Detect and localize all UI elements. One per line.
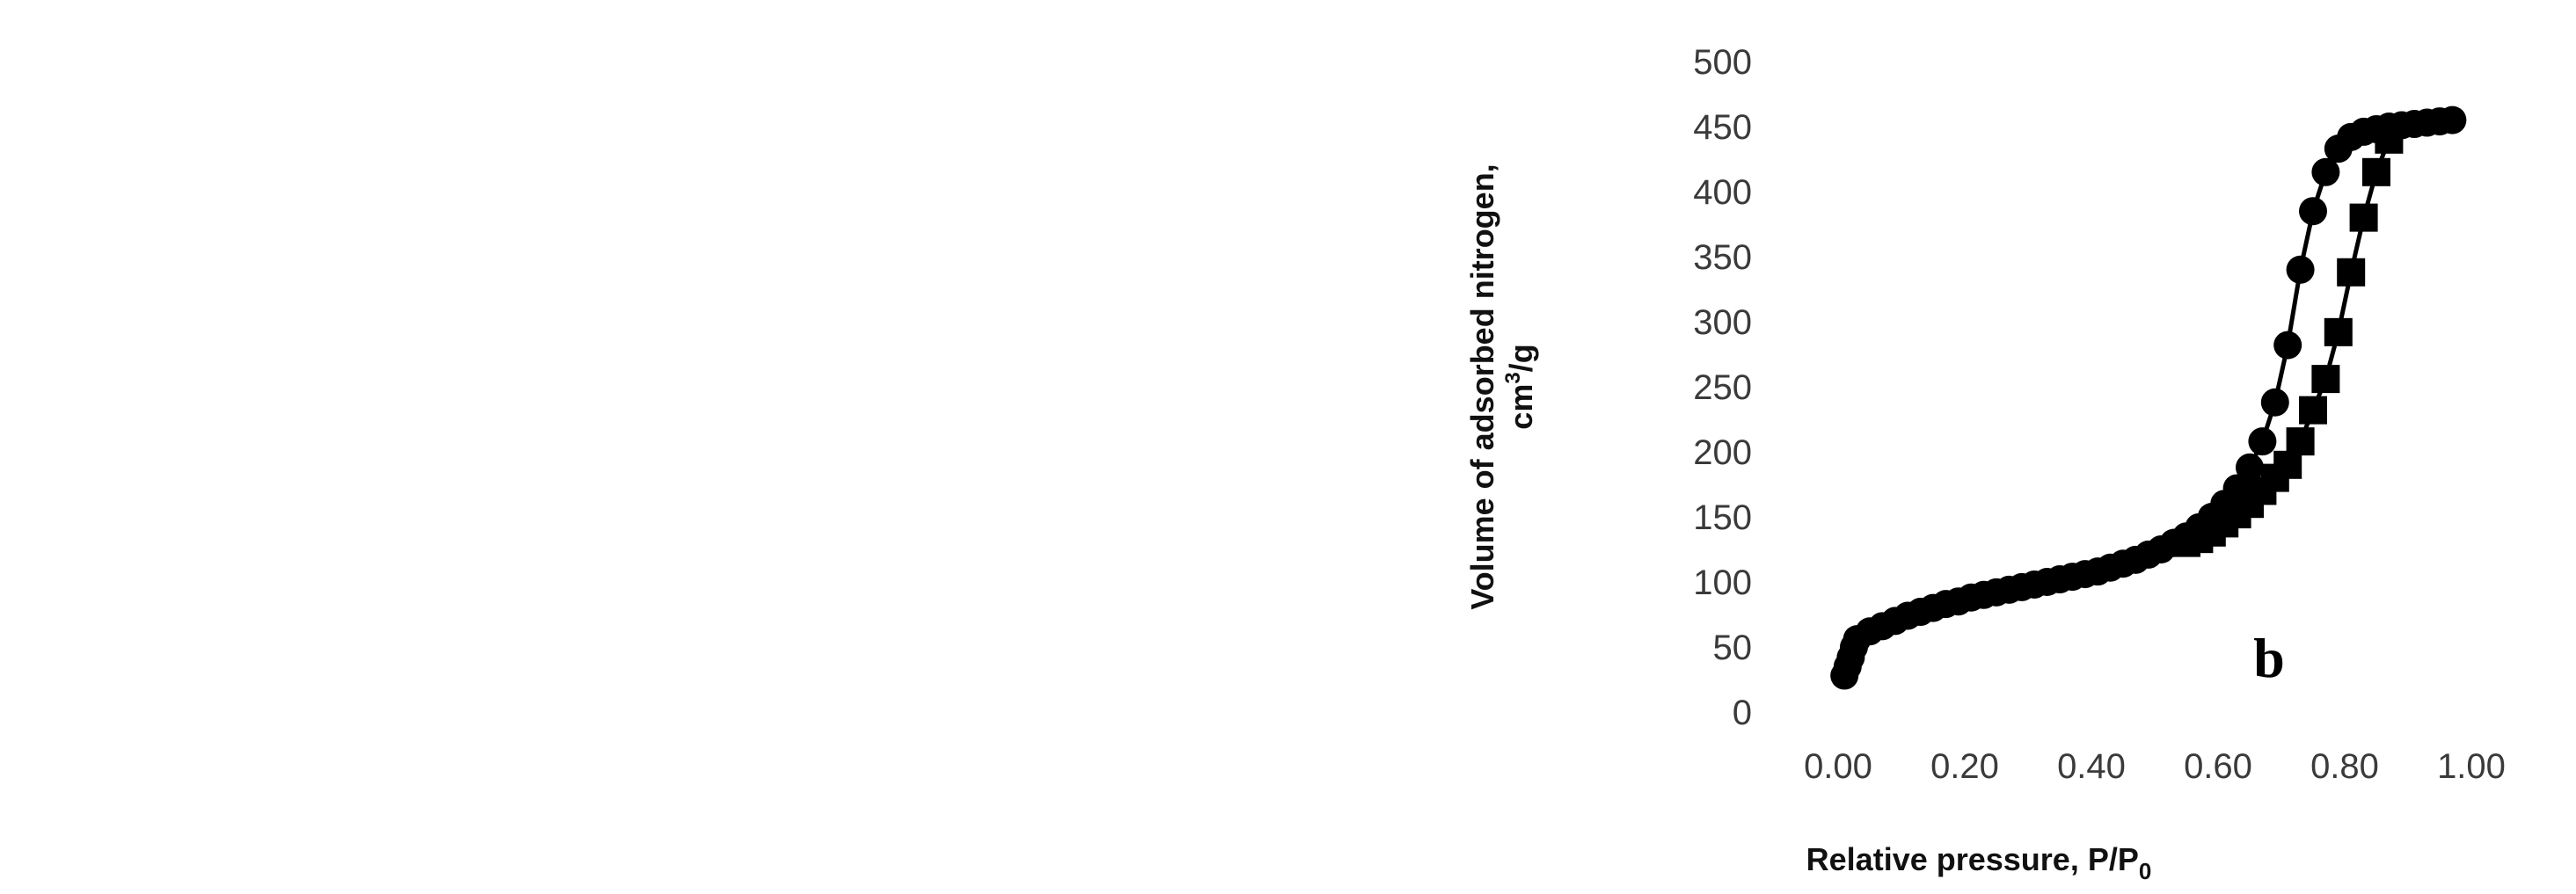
y-axis-title-line: Volume of adsorbed nitrogen, bbox=[1464, 164, 1500, 609]
x-axis-title-main: Relative pressure, P/P bbox=[1806, 841, 2139, 877]
y-tick-label: 200 bbox=[1693, 433, 1752, 472]
y-axis-title-line: cm3/g bbox=[1501, 344, 1539, 429]
data-point-circle bbox=[2438, 105, 2467, 134]
y-tick-label: 50 bbox=[1713, 629, 1753, 667]
data-point-circle bbox=[2236, 453, 2264, 482]
x-axis-title-subscript: 0 bbox=[2139, 858, 2151, 884]
data-point-circle bbox=[2286, 255, 2315, 284]
data-point-circle bbox=[2248, 427, 2277, 456]
y-axis-title-tail: /g bbox=[1503, 344, 1539, 372]
x-axis-title: Relative pressure, P/P0 bbox=[1806, 841, 2152, 884]
data-point-square bbox=[2375, 125, 2404, 154]
y-axis-title-text: Volume of adsorbed nitrogen, bbox=[1464, 164, 1500, 609]
series-line-circle bbox=[1842, 118, 2453, 677]
y-axis-title-superscript: 3 bbox=[1501, 372, 1525, 383]
data-point-square bbox=[2324, 317, 2353, 346]
y-tick-label: 150 bbox=[1693, 498, 1752, 537]
x-tick-label: 1.00 bbox=[2437, 747, 2506, 786]
y-tick-label: 100 bbox=[1693, 563, 1752, 602]
data-point-square bbox=[2362, 157, 2390, 186]
data-point-square bbox=[2311, 365, 2340, 394]
y-tick-label: 300 bbox=[1693, 303, 1752, 342]
series-circle bbox=[1830, 105, 2467, 690]
x-tick-label: 0.40 bbox=[2057, 747, 2126, 786]
data-point-square bbox=[2286, 427, 2315, 456]
data-point-circle bbox=[2273, 331, 2302, 360]
y-axis-title-text: cm bbox=[1503, 384, 1539, 430]
y-tick-label: 500 bbox=[1693, 43, 1752, 82]
data-point-square bbox=[2337, 258, 2366, 287]
data-point-circle bbox=[2299, 197, 2327, 226]
panel-label: b bbox=[2253, 627, 2285, 689]
chart-panel-b: 0 50 100 150 200 250 300 350 400 450 500 0.00 0.20 0.… bbox=[1464, 43, 2506, 884]
data-point-circle bbox=[2311, 157, 2340, 186]
y-tick-label: 350 bbox=[1693, 238, 1752, 277]
x-tick-label: 0.80 bbox=[2310, 747, 2379, 786]
series-square bbox=[2172, 125, 2404, 557]
x-tick-label: 0.00 bbox=[1804, 747, 1872, 786]
data-point-square bbox=[2349, 203, 2378, 232]
x-tick-label: 0.60 bbox=[2184, 747, 2252, 786]
y-tick-label: 400 bbox=[1693, 173, 1752, 212]
y-tick-label: 0 bbox=[1733, 694, 1752, 732]
y-tick-label: 250 bbox=[1693, 368, 1752, 407]
data-point-circle bbox=[2260, 388, 2289, 417]
data-point-square bbox=[2299, 396, 2327, 425]
y-tick-label: 450 bbox=[1693, 108, 1752, 147]
x-tick-label: 0.20 bbox=[1930, 747, 1999, 786]
y-axis-title: Volume of adsorbed nitrogen, cm3/g bbox=[1464, 164, 1539, 609]
